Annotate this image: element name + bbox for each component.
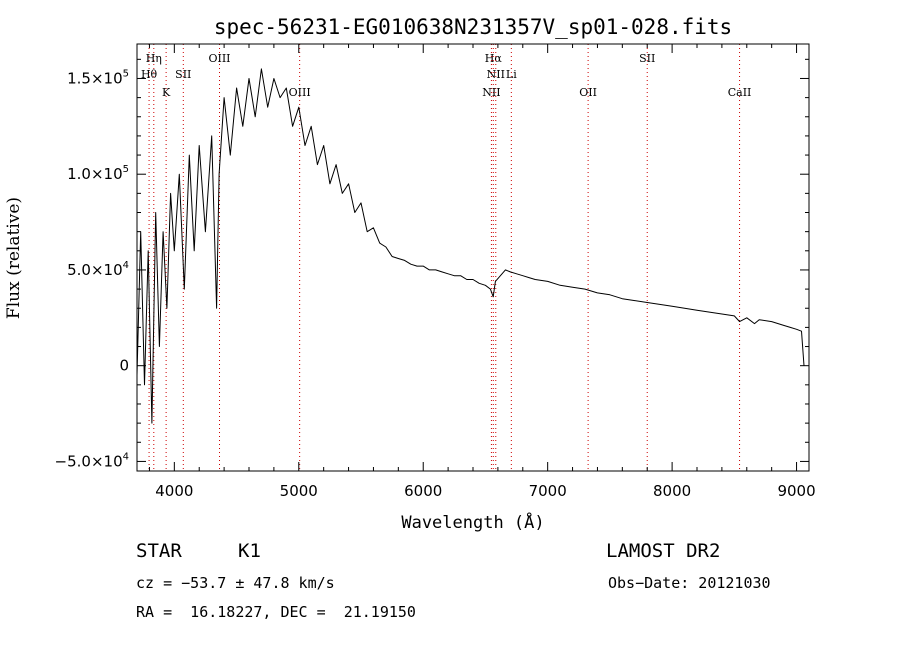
y-tick-label: 1.0×105: [67, 164, 129, 183]
line-marker-label: SII: [175, 68, 191, 81]
y-tick-label: 5.0×104: [67, 260, 129, 279]
line-marker-label: NII: [482, 86, 500, 99]
line-marker-label: Li: [506, 68, 517, 81]
x-tick-label: 4000: [155, 482, 193, 500]
line-marker-label: OIII: [208, 52, 230, 65]
x-axis: 4000 5000 6000 7000 8000 9000: [148, 44, 816, 500]
y-axis-label: Flux (relative): [4, 197, 24, 319]
object-class: STAR: [136, 540, 182, 562]
x-tick-label: 5000: [280, 482, 318, 500]
y-axis: −5.0×104 0 5.0×104 1.0×105 1.5×105: [55, 58, 809, 470]
line-marker-label: CaII: [728, 86, 752, 99]
spectrum-line: [136, 68, 805, 424]
line-marker-label: NII: [487, 68, 505, 81]
survey-label: LAMOST DR2: [606, 540, 721, 562]
y-tick-label: 0: [119, 357, 129, 375]
x-axis-label: Wavelength (Å): [401, 511, 544, 533]
chart-title: spec-56231-EG010638N231357V_sp01-028.fit…: [214, 15, 732, 39]
coordinates-text: RA = 16.18227, DEC = 21.19150: [136, 603, 416, 621]
series-group: [136, 68, 805, 424]
x-tick-label: 9000: [777, 482, 815, 500]
y-tick-label: −5.0×104: [55, 451, 129, 470]
x-tick-label: 7000: [529, 482, 567, 500]
y-tick-label: 1.5×105: [67, 68, 129, 87]
line-marker-label: OIII: [289, 86, 311, 99]
x-tick-label: 6000: [404, 482, 442, 500]
redshift-text: cz = −53.7 ± 47.8 km/s: [136, 574, 335, 592]
line-marker-label: OII: [579, 86, 597, 99]
object-subclass: K1: [238, 540, 261, 562]
line-marker-label: K: [162, 86, 171, 99]
x-tick-label: 8000: [653, 482, 691, 500]
line-marker-label: Hη: [146, 52, 162, 65]
obs-date-text: Obs−Date: 20121030: [608, 574, 771, 592]
line-marker-label: Hα: [485, 52, 503, 65]
line-marker-label: Hθ: [141, 68, 158, 81]
plot-frame: [136, 43, 810, 472]
line-marker-label: SII: [639, 52, 655, 65]
